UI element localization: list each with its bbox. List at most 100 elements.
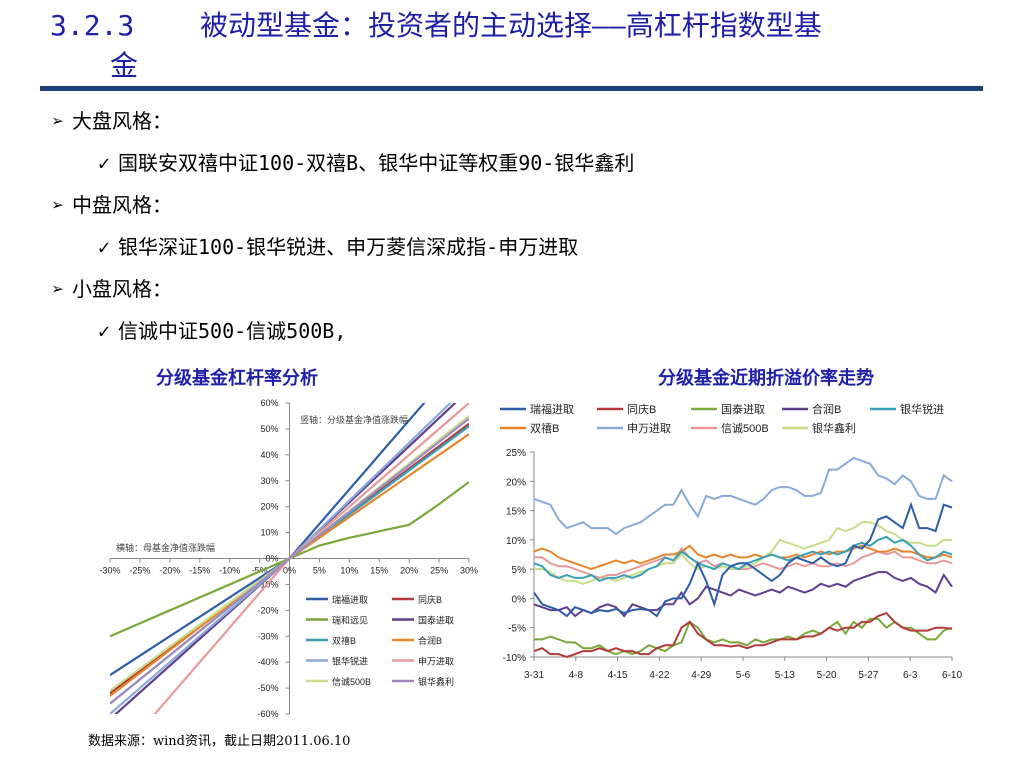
check-icon: ✓ — [98, 151, 111, 175]
legend-label: 国泰进取 — [721, 402, 765, 416]
series-line — [110, 417, 469, 705]
y-tick-label: 60% — [260, 398, 278, 408]
y-tick-label: -20% — [257, 605, 278, 615]
legend-label: 同庆B — [418, 594, 442, 605]
x-tick-label: 4-15 — [608, 670, 628, 681]
legend-bg — [302, 592, 384, 606]
sub-bullet-mid-cap-funds: ✓ 银华深证100-银华锐进、申万菱信深成指-申万进取 — [98, 234, 578, 260]
y-tick-label: 10% — [506, 536, 526, 547]
y-tick-label: 25% — [506, 448, 526, 459]
premium-chart-title: 分级基金近期折溢价率走势 — [658, 368, 874, 389]
y-tick-label: 0% — [512, 594, 527, 605]
series-line — [533, 535, 953, 583]
bullet-large-cap: ➢ 大盘风格： — [52, 108, 172, 134]
legend-label: 信诚500B — [721, 422, 769, 435]
y-tick-label: 20% — [260, 502, 278, 512]
sub-bullet-large-cap-funds: ✓ 国联安双禧中证100-双禧B、银华中证等权重90-银华鑫利 — [98, 150, 634, 176]
series-line — [533, 611, 953, 659]
legend-label: 瑞和远见 — [332, 615, 368, 626]
legend-bg — [388, 633, 470, 647]
bullet-text: 大盘风格： — [72, 109, 172, 133]
title-divider — [40, 86, 983, 91]
legend-label: 申万进取 — [627, 422, 671, 435]
y-tick-label: 50% — [260, 424, 278, 434]
x-tick-label: -30% — [100, 566, 121, 576]
series-line — [534, 547, 953, 579]
series-line — [110, 481, 469, 638]
legend-label: 合润B — [812, 402, 841, 416]
series-group — [110, 403, 469, 714]
data-source-note: 数据来源：wind资讯，截止日期2011.06.10 — [88, 734, 351, 749]
legend-label: 信诚500B — [332, 676, 371, 687]
x-tick-label: 6-3 — [903, 670, 918, 681]
legend-bg — [388, 653, 470, 668]
legend-label: 银华锐进 — [332, 656, 368, 667]
y-tick-label: 40% — [260, 450, 278, 460]
series-line — [534, 521, 952, 585]
legend-bg — [388, 674, 470, 688]
x-tick-label: -10% — [219, 566, 240, 576]
leverage-chart: -30% -25% -20% -15% -10% -5% 0% 5% 10% 15% 20% 25% 3… — [100, 398, 478, 719]
legend-label: 合润B — [418, 635, 442, 646]
series-line — [533, 501, 953, 618]
y-tick-label: 30% — [260, 476, 278, 486]
legend-bg — [302, 633, 384, 647]
x-tick-label: -25% — [129, 566, 150, 576]
slide-title-line1: 3.2.3 被动型基金：投资者的主动选择——高杠杆指数型基 — [50, 6, 990, 46]
x-tick-label: 5% — [313, 566, 326, 576]
bullet-small-cap: ➢ 小盘风格： — [52, 276, 172, 302]
legend-label: 申万进取 — [418, 656, 454, 667]
x-tick-label: 30% — [460, 566, 478, 576]
section-number: 3.2.3 — [50, 9, 135, 42]
y-tick-label: 10% — [260, 528, 278, 538]
y-tick-label: 20% — [506, 477, 526, 488]
x-tick-label: 25% — [430, 566, 448, 576]
legend-bg — [302, 653, 384, 668]
check-icon: ✓ — [98, 235, 111, 259]
y-tick-label: -30% — [257, 631, 278, 641]
legend-label: 瑞福进取 — [332, 594, 368, 605]
bullet-text: 中盘风格： — [72, 193, 172, 217]
x-tick-label: -20% — [159, 566, 180, 576]
legend-label: 银华鑫利 — [418, 676, 454, 687]
y-tick-label: 5% — [512, 565, 527, 576]
legend-bg — [302, 612, 384, 627]
x-tick-label: 10% — [340, 566, 358, 576]
bullet-text: 信诚中证500-信诚500B, — [118, 319, 347, 343]
legend-label: 双禧B — [530, 422, 559, 435]
arrow-bullet-icon: ➢ — [52, 193, 65, 217]
x-tick-label: 5-27 — [858, 670, 878, 681]
legend-bg — [302, 674, 384, 688]
y-tick-label: -50% — [257, 683, 278, 693]
x-tick-label: 5-6 — [736, 670, 751, 681]
x-tick-label: 4-22 — [649, 670, 669, 681]
x-tick-label: 0% — [283, 566, 296, 576]
bullet-text: 国联安双禧中证100-双禧B、银华中证等权重90-银华鑫利 — [118, 151, 635, 175]
series-line — [534, 617, 953, 656]
x-tick-label: 20% — [400, 566, 418, 576]
y-tick-label: -5% — [508, 624, 526, 635]
series-line — [533, 571, 953, 618]
bullet-text: 银华深证100-银华锐进、申万菱信深成指-申万进取 — [118, 235, 579, 259]
x-tick-label: 3-31 — [524, 670, 544, 681]
arrow-bullet-icon: ➢ — [52, 109, 65, 133]
arrow-bullet-icon: ➢ — [52, 277, 65, 301]
premium-chart: 25% 20% 15% 10% 5% 0% -5% -10% 3-31 4-8 4-15 4-22 4-… — [500, 402, 962, 681]
x-tick-label: 5-13 — [775, 670, 795, 681]
legend-bg — [388, 592, 470, 606]
x-tick-label: 6-10 — [942, 670, 962, 681]
legend-label: 银华鑫利 — [812, 421, 856, 435]
leverage-chart-title: 分级基金杠杆率分析 — [156, 368, 318, 389]
x-tick-label: 15% — [370, 566, 388, 576]
legend-label: 瑞福进取 — [530, 402, 574, 416]
legend-label: 同庆B — [627, 402, 656, 416]
y-axis-annotation: 竖轴：分级基金净值涨跌幅 — [300, 414, 408, 425]
title-text-line1: 被动型基金：投资者的主动选择——高杠杆指数型基 — [200, 9, 822, 42]
check-icon: ✓ — [98, 319, 111, 343]
series-line — [533, 456, 953, 536]
x-tick-label: 5-20 — [817, 670, 837, 681]
x-tick-label: -15% — [189, 566, 210, 576]
bullet-mid-cap: ➢ 中盘风格： — [52, 192, 172, 218]
sub-bullet-small-cap-funds: ✓ 信诚中证500-信诚500B, — [98, 318, 346, 344]
y-tick-label: -60% — [257, 709, 278, 719]
